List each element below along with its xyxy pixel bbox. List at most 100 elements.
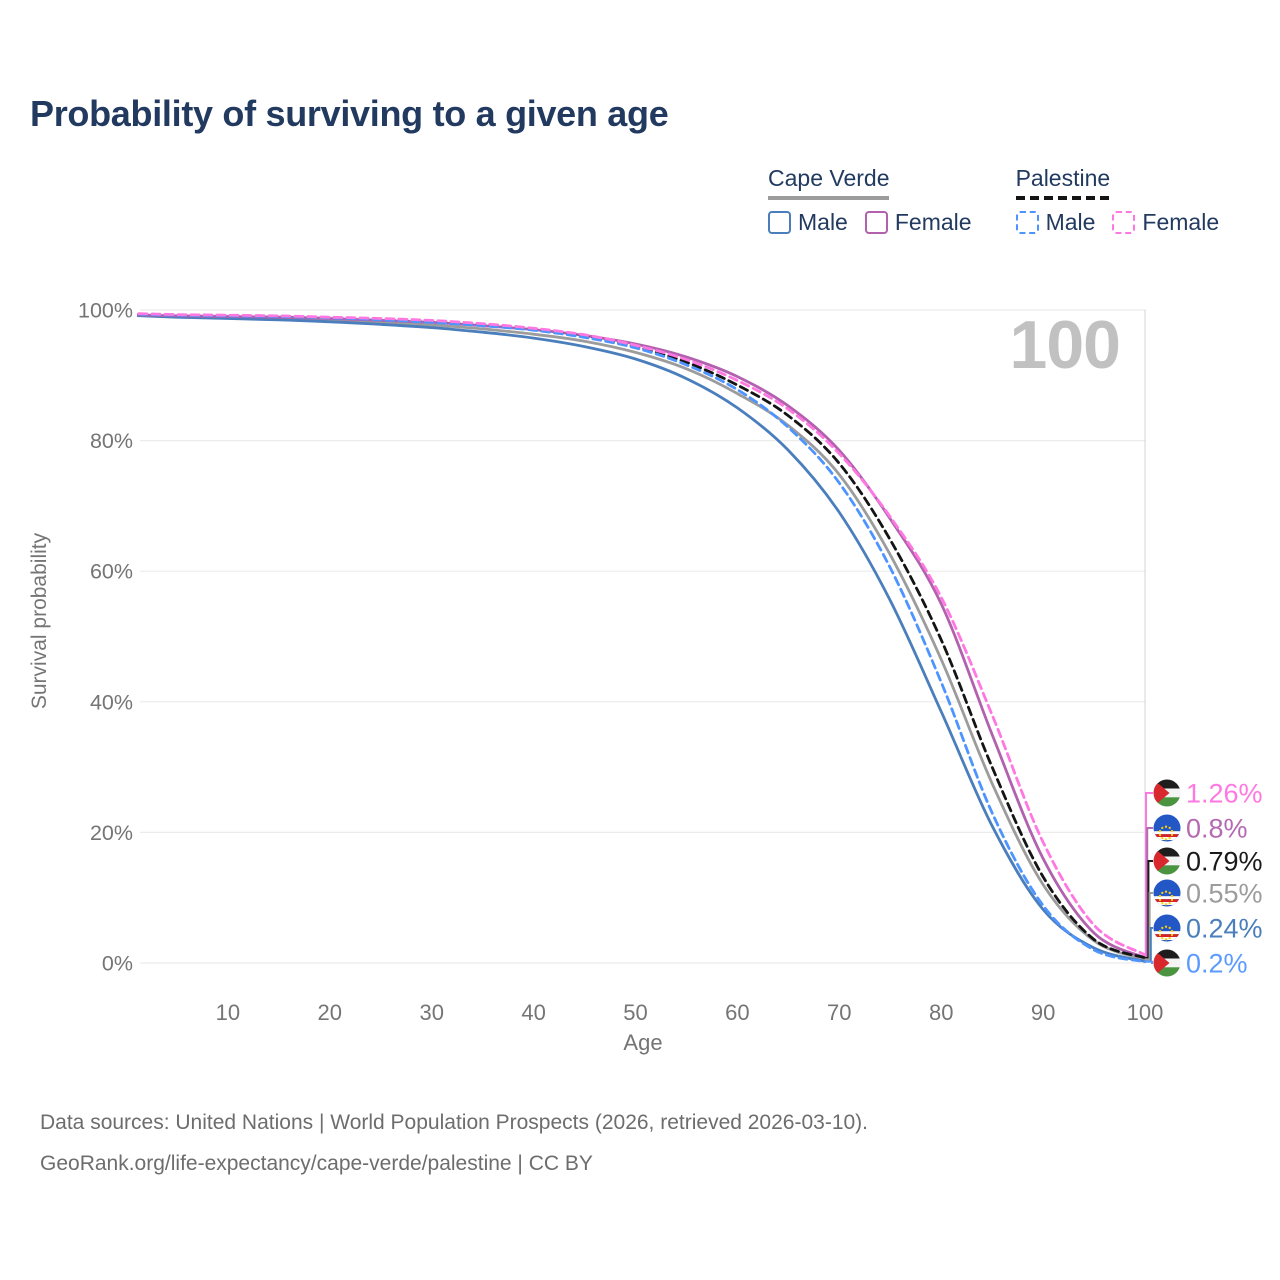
palestine-flag: [1153, 847, 1181, 875]
palestine-flag: [1153, 779, 1181, 807]
flag-star: [1161, 891, 1164, 895]
x-tick-60: 60: [725, 1000, 749, 1025]
end-label-palestine-female: 1.26%: [1186, 778, 1263, 808]
flag-star: [1164, 825, 1168, 828]
age-watermark: 100: [1010, 307, 1120, 383]
flag-stripe-black: [1153, 949, 1181, 959]
page-title: Probability of surviving to a given age: [30, 93, 669, 134]
legend-underline-cape-verde: [768, 196, 890, 200]
legend-group-palestine: Palestine Male Female: [1015, 165, 1219, 236]
y-tick-80: 80%: [90, 429, 133, 453]
checkbox-palestine-male[interactable]: [1015, 211, 1039, 234]
legend-label-palestine-female: Female: [1142, 209, 1220, 235]
curve-cape-verde-male: [137, 314, 1147, 963]
checkbox-cape-verde-female[interactable]: [864, 211, 888, 234]
flag-star: [1168, 901, 1171, 905]
flag-stripe-white-1: [1153, 931, 1181, 935]
x-tick-100: 100: [1127, 1000, 1164, 1025]
legend-underline-palestine: [1015, 196, 1111, 200]
connector-palestine-female: [1145, 792, 1153, 956]
flag-stripe-red: [1153, 934, 1181, 937]
flag-stripe-red: [1153, 899, 1181, 902]
footer-attribution-link: GeoRank.org/life-expectancy/cape-verde/p…: [40, 1152, 593, 1175]
x-tick-40: 40: [521, 1000, 545, 1025]
flag-star: [1168, 936, 1171, 940]
end-label-cape-verde-female: 0.8%: [1186, 813, 1248, 843]
curves-layer: [137, 312, 1147, 964]
flag-star: [1164, 890, 1168, 893]
curve-palestine-female: [137, 312, 1147, 957]
connector-palestine-both: [1145, 860, 1153, 959]
flag-star: [1170, 829, 1174, 833]
x-tick-80: 80: [929, 1000, 953, 1025]
flag-star: [1168, 826, 1171, 830]
flag-star: [1164, 925, 1168, 928]
footer: Data sources: United Nations | World Pop…: [40, 1102, 868, 1184]
flag-star: [1170, 898, 1174, 902]
end-label-cape-verde-both: 0.55%: [1186, 878, 1263, 908]
x-axis-title: Age: [623, 1030, 662, 1055]
flag-triangle-red: [1153, 779, 1170, 807]
end-label-palestine-both: 0.79%: [1186, 846, 1263, 876]
palestine-flag-icon-palestine-both: [1153, 847, 1181, 875]
legend-label-cape-verde-male: Male: [798, 209, 848, 235]
checkbox-palestine-female[interactable]: [1112, 211, 1136, 234]
flag-star: [1170, 833, 1174, 837]
legend: Cape Verde Male Female Palestine: [768, 165, 1219, 236]
end-label-palestine-male: 0.2%: [1186, 948, 1248, 978]
legend-country-cape-verde: Cape Verde: [768, 165, 890, 191]
flag-triangle-red: [1153, 949, 1170, 977]
y-tick-40: 40%: [90, 690, 133, 714]
end-label-cape-verde-male: 0.24%: [1186, 913, 1263, 943]
flag-star: [1158, 833, 1162, 837]
checkbox-cape-verde-male[interactable]: [768, 211, 791, 234]
flag-star: [1158, 933, 1162, 937]
palestine-flag-icon-palestine-male: [1153, 949, 1181, 977]
flag-stripe-black: [1153, 779, 1181, 789]
x-tick-90: 90: [1031, 1000, 1055, 1025]
flag-stripe-white-1: [1153, 831, 1181, 835]
flag-stripe-white-2: [1153, 937, 1181, 940]
flag-stripe-green: [1153, 797, 1181, 807]
x-tick-20: 20: [318, 1000, 342, 1025]
footer-data-sources: Data sources: United Nations | World Pop…: [40, 1111, 869, 1134]
x-tick-30: 30: [419, 1000, 443, 1025]
flag-star: [1164, 938, 1168, 941]
flag-stripe-red: [1153, 834, 1181, 837]
flag-star: [1161, 901, 1164, 905]
legend-toggle-palestine-female[interactable]: Female: [1112, 209, 1219, 236]
y-tick-100: 100%: [78, 299, 133, 323]
legend-toggle-cape-verde-male[interactable]: Male: [768, 209, 848, 236]
palestine-flag: [1153, 949, 1181, 977]
cape-verde-flag-icon-cape-verde-female: [1153, 814, 1181, 842]
legend-toggle-palestine-male[interactable]: Male: [1015, 209, 1096, 236]
legend-country-palestine: Palestine: [1015, 165, 1111, 191]
cape-verde-flag-icon-cape-verde-both: [1153, 879, 1181, 907]
flag-triangle-red: [1153, 847, 1170, 875]
flag-star: [1164, 903, 1168, 906]
x-tick-50: 50: [623, 1000, 647, 1025]
curve-cape-verde-both: [137, 313, 1147, 961]
x-tick-70: 70: [827, 1000, 851, 1025]
flag-star: [1168, 891, 1171, 895]
flag-stripe-white-1: [1153, 896, 1181, 900]
plot-area[interactable]: [140, 295, 1146, 963]
flag-star: [1164, 838, 1168, 841]
cape-verde-flag: [1153, 914, 1181, 942]
connector-palestine-male: [1145, 960, 1153, 964]
flag-stripe-green: [1153, 967, 1181, 977]
flag-star: [1170, 894, 1174, 898]
y-tick-60: 60%: [90, 560, 133, 584]
y-tick-0: 0%: [102, 952, 133, 976]
legend-label-palestine-male: Male: [1045, 209, 1096, 235]
flag-star: [1161, 936, 1164, 940]
x-tick-10: 10: [216, 1000, 240, 1025]
flag-star: [1158, 829, 1162, 833]
flag-star: [1161, 826, 1164, 830]
legend-toggle-cape-verde-female[interactable]: Female: [864, 209, 972, 236]
flag-star: [1168, 926, 1171, 930]
flag-stripe-white-2: [1153, 902, 1181, 905]
y-tick-20: 20%: [90, 821, 133, 845]
